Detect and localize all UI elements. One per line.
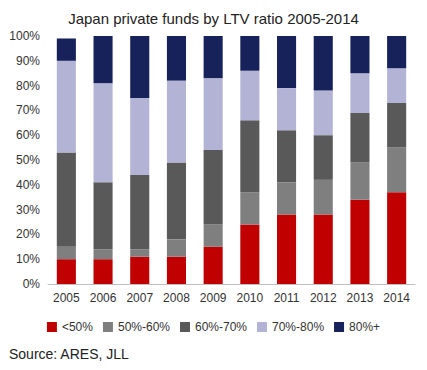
svg-text:30%: 30% (16, 203, 40, 217)
svg-text:70%: 70% (16, 103, 40, 117)
svg-text:2011: 2011 (274, 291, 300, 305)
svg-text:2008: 2008 (163, 291, 190, 305)
svg-text:<50%: <50% (62, 320, 93, 334)
svg-text:50%: 50% (16, 153, 40, 167)
svg-text:2006: 2006 (90, 291, 117, 305)
svg-text:Japan private funds by LTV rat: Japan private funds by LTV ratio 2005-20… (68, 10, 359, 27)
svg-text:0%: 0% (23, 277, 41, 291)
svg-text:60%: 60% (16, 128, 40, 142)
svg-text:Source: ARES, JLL: Source: ARES, JLL (9, 346, 129, 362)
svg-text:70%-80%: 70%-80% (272, 320, 324, 334)
svg-text:2010: 2010 (236, 291, 263, 305)
svg-text:50%-60%: 50%-60% (118, 320, 170, 334)
svg-text:60%-70%: 60%-70% (195, 320, 247, 334)
svg-text:2014: 2014 (383, 291, 410, 305)
svg-text:2009: 2009 (200, 291, 227, 305)
svg-text:100%: 100% (9, 29, 40, 43)
svg-text:40%: 40% (16, 178, 40, 192)
svg-text:2013: 2013 (347, 291, 374, 305)
svg-text:2007: 2007 (126, 291, 153, 305)
svg-text:80%+: 80%+ (349, 320, 380, 334)
svg-text:20%: 20% (16, 227, 40, 241)
svg-text:10%: 10% (16, 252, 40, 266)
svg-text:90%: 90% (16, 54, 40, 68)
svg-text:2012: 2012 (310, 291, 337, 305)
svg-text:80%: 80% (16, 79, 40, 93)
svg-text:2005: 2005 (53, 291, 80, 305)
